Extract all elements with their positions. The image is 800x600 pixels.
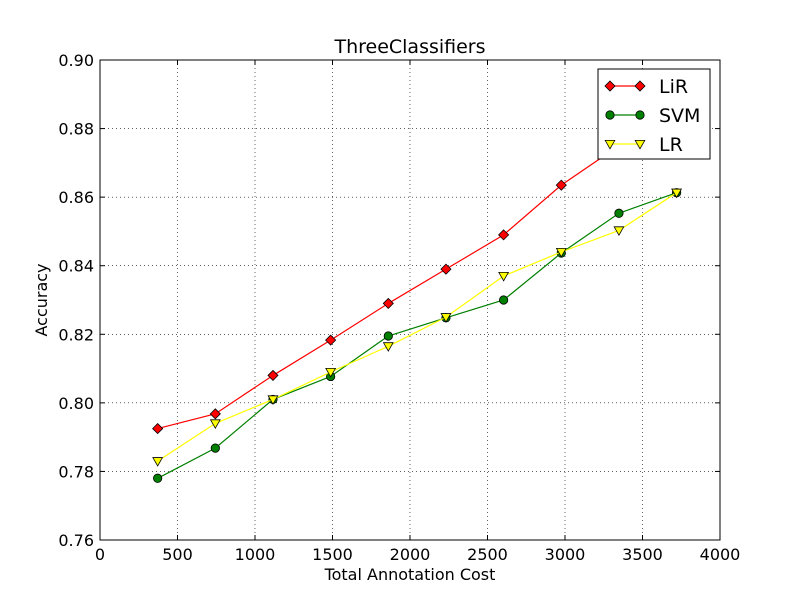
y-tick-label: 0.82 [58, 325, 94, 344]
y-tick-label: 0.84 [58, 257, 94, 276]
y-tick-label: 0.76 [58, 531, 94, 550]
x-axis-label: Total Annotation Cost [324, 565, 496, 584]
x-tick-label: 4000 [700, 545, 741, 564]
data-point-lir [325, 334, 337, 346]
x-tick-label: 500 [162, 545, 193, 564]
data-point-lr [325, 367, 337, 378]
legend-label-lir: LiR [659, 76, 688, 98]
legend-marker-lr [604, 139, 616, 150]
chart-title: ThreeClassifiers [333, 36, 485, 58]
legend-marker-lir [604, 80, 616, 92]
data-point-lr [613, 226, 625, 237]
x-tick-label: 2500 [467, 545, 508, 564]
data-point-svm [499, 295, 509, 305]
legend-label-svm: SVM [659, 105, 700, 127]
data-point-lr [555, 247, 567, 258]
x-tick-label: 2000 [390, 545, 431, 564]
x-tick-label: 1500 [312, 545, 353, 564]
y-tick-label: 0.90 [58, 51, 94, 70]
series-line-lir [157, 107, 677, 430]
data-point-lir [209, 408, 221, 420]
legend-marker-svm [605, 110, 615, 120]
x-tick-label: 1000 [235, 545, 276, 564]
x-tick-label: 3000 [545, 545, 586, 564]
data-point-lir [440, 263, 452, 275]
legend-label-lr: LR [659, 134, 683, 156]
data-point-lir [267, 369, 279, 381]
data-point-lir [152, 423, 164, 435]
series-line-svm [157, 192, 677, 479]
legend-marker-svm [635, 110, 645, 120]
data-point-lr [209, 419, 221, 430]
data-point-svm [614, 208, 624, 218]
y-tick-label: 0.78 [58, 462, 94, 481]
data-point-lr [267, 395, 279, 406]
y-tick-label: 0.80 [58, 394, 94, 413]
data-point-lr [382, 342, 394, 352]
y-axis-label: Accuracy [32, 263, 51, 336]
data-point-lr [152, 457, 164, 467]
data-point-lr [671, 188, 683, 199]
x-tick-label: 3500 [622, 545, 663, 564]
y-tick-label: 0.88 [58, 120, 94, 139]
legend: LiR SVM LR [597, 68, 711, 160]
data-point-lr [440, 313, 452, 323]
data-point-lir [555, 179, 567, 191]
data-point-lir [498, 229, 510, 241]
x-tick-label: 0 [95, 545, 105, 564]
data-point-lir [382, 297, 394, 309]
data-point-svm [210, 443, 220, 453]
legend-marker-lr [634, 139, 646, 150]
axis-ticks: 0 500 1000 1500 2000 2500 3000 3500 4000 0.76 0.78… [58, 51, 740, 564]
series-line-lr [157, 192, 677, 462]
series-lr [152, 188, 683, 467]
data-point-svm [153, 473, 163, 483]
y-tick-label: 0.86 [58, 188, 94, 207]
data-point-svm [383, 331, 393, 341]
legend-marker-lir [634, 80, 646, 92]
data-point-lr [498, 271, 510, 282]
